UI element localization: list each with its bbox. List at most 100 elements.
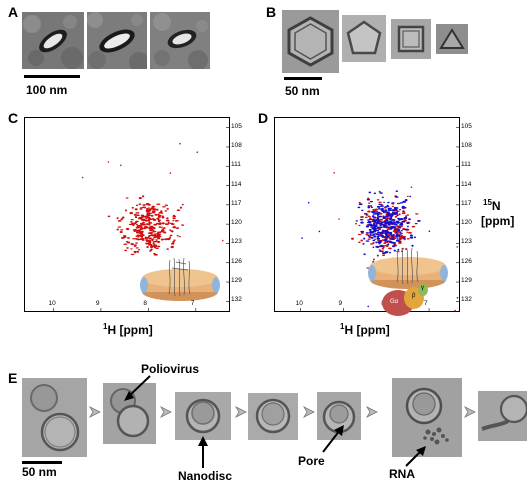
spectrum-peak — [81, 176, 84, 179]
spectrum-peak — [135, 223, 138, 226]
spectrum-peak — [375, 241, 378, 244]
panel-c-xlabel-main: H [ppm] — [107, 323, 153, 337]
spectrum-peak — [139, 207, 143, 209]
spectrum-peak — [153, 227, 156, 229]
spectrum-peak — [379, 220, 382, 223]
panel-d-ylabel-main: N — [491, 199, 501, 213]
spectrum-peak — [107, 161, 110, 163]
spectrum-peak — [158, 212, 161, 214]
spectrum-peak — [369, 200, 374, 203]
spectrum-peak — [120, 164, 122, 167]
spectrum-peak — [406, 214, 410, 216]
spectrum-peak — [371, 215, 374, 218]
spectrum-peak — [148, 239, 151, 241]
spectrum-peak — [132, 237, 135, 240]
spectrum-peak — [153, 223, 158, 226]
spectrum-peak — [384, 221, 388, 224]
spectrum-peak — [148, 212, 153, 215]
y-tick-label: 114 — [461, 180, 472, 188]
spectrum-peak — [146, 211, 151, 213]
spectrum-peak — [373, 222, 376, 225]
spectrum-peak — [386, 235, 390, 237]
spectrum-peak — [172, 226, 177, 229]
spectrum-peak — [378, 207, 381, 210]
spectrum-peak — [139, 238, 143, 241]
spectrum-peak — [161, 228, 165, 230]
x-tick-label: 9 — [95, 300, 100, 307]
spectrum-peak — [365, 232, 370, 234]
spectrum-peak — [125, 197, 129, 199]
spectrum-peak — [378, 215, 383, 218]
spectrum-peak — [396, 210, 400, 212]
spectrum-peak — [398, 234, 401, 236]
spectrum-peak — [368, 228, 372, 231]
spectrum-peak — [148, 240, 152, 243]
x-tick-label: 7 — [190, 300, 195, 307]
spectrum-peak — [403, 206, 407, 209]
y-tick-label: 105 — [231, 122, 242, 130]
spectrum-peak — [366, 198, 371, 201]
spectrum-peak — [367, 238, 371, 240]
panel-b-scale-label: 50 nm — [285, 84, 320, 98]
spectrum-peak — [144, 225, 148, 228]
spectrum-peak — [415, 213, 419, 215]
spectrum-peak — [130, 253, 135, 256]
panel-c-nanodisc-icon — [140, 257, 220, 301]
spectrum-peak — [145, 223, 150, 225]
panel-e-scale-label: 50 nm — [22, 465, 57, 479]
spectrum-peak — [130, 219, 134, 221]
spectrum-peak — [130, 248, 133, 250]
y-tick-label: 105 — [461, 122, 472, 130]
y-tick-label: 117 — [461, 199, 472, 207]
spectrum-peak — [116, 228, 119, 231]
panel-e-frame-4 — [248, 393, 298, 440]
spectrum-peak — [135, 204, 139, 207]
spectrum-peak — [307, 201, 310, 204]
pentagonal-nanodisc-icon — [342, 15, 386, 62]
x-tick-label: 9 — [338, 300, 343, 307]
spectrum-peak — [454, 309, 456, 312]
spectrum-peak — [173, 239, 176, 242]
cryo-em-frame-3 — [175, 392, 231, 440]
spectrum-peak — [365, 233, 369, 236]
spectrum-peak — [163, 227, 166, 230]
panel-d-xlabel: 1H [ppm] — [340, 322, 390, 337]
spectrum-peak — [410, 186, 413, 188]
spectrum-peak — [148, 208, 152, 211]
spectrum-peak — [375, 233, 379, 236]
spectrum-peak — [164, 238, 168, 241]
gprotein-gamma-label: γ — [421, 285, 424, 291]
y-tick-label: 123 — [461, 238, 472, 246]
panel-d-letter: D — [258, 110, 269, 126]
spectrum-peak — [135, 220, 139, 223]
spectrum-peak — [162, 206, 166, 208]
spectrum-peak — [381, 196, 384, 199]
spectrum-peak — [136, 250, 140, 253]
spectrum-peak — [157, 220, 161, 223]
spectrum-peak — [107, 215, 111, 218]
spectrum-peak — [130, 243, 135, 246]
spectrum-peak — [144, 236, 147, 238]
cryo-em-frame-4 — [248, 393, 298, 440]
spectrum-peak — [409, 234, 413, 237]
spectrum-peak — [176, 234, 179, 237]
spectrum-peak — [380, 244, 383, 247]
spectrum-peak — [428, 230, 431, 232]
spectrum-peak — [175, 227, 180, 229]
spectrum-peak — [370, 226, 373, 228]
spectrum-peak — [153, 218, 157, 222]
y-tick-label: 129 — [231, 277, 242, 285]
panel-e-letter: E — [8, 370, 18, 386]
spectrum-peak — [387, 205, 390, 208]
spectrum-peak — [372, 208, 376, 211]
callout-poliovirus: Poliovirus — [141, 362, 200, 376]
spectrum-peak — [417, 219, 421, 222]
spectrum-peak — [367, 305, 369, 308]
spectrum-peak — [383, 238, 388, 241]
spectrum-peak — [387, 212, 391, 215]
spectrum-peak — [385, 245, 389, 247]
spectrum-peak — [141, 195, 145, 198]
spectrum-peak — [160, 212, 164, 214]
spectrum-peak — [157, 245, 161, 248]
spectrum-peak — [398, 227, 402, 229]
